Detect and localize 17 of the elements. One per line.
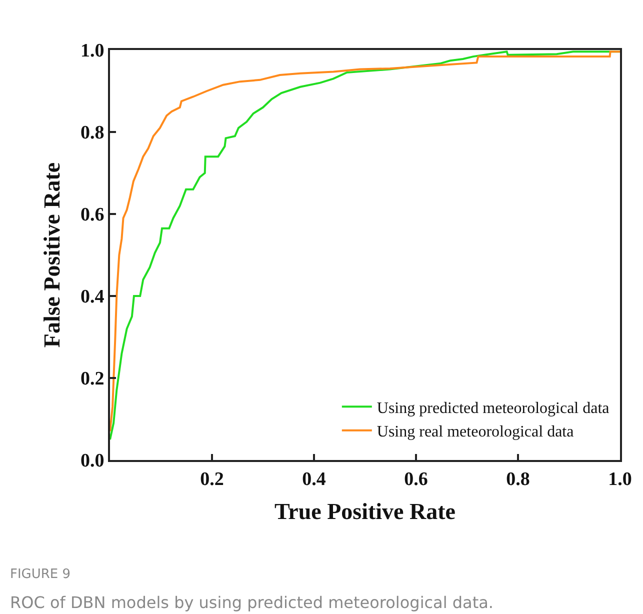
legend-label: Using predicted meteorological data [376, 400, 610, 417]
y-axis-title: False Positive Rate [39, 162, 64, 348]
legend-label: Using real meteorological data [376, 424, 574, 441]
x-tick-label: 0.6 [404, 468, 428, 490]
x-tick-label: 0.8 [506, 468, 530, 490]
y-tick-label: 0.8 [80, 122, 104, 144]
y-tick-label: 0.0 [80, 450, 104, 472]
y-tick-label: 0.6 [80, 204, 104, 226]
x-axis-title: True Positive Rate [274, 498, 456, 524]
caption: FIGURE 9 [10, 567, 71, 582]
y-tick-label: 1.0 [80, 40, 104, 62]
y-tick-label: 0.4 [80, 286, 105, 308]
x-tick-label: 0.2 [200, 468, 224, 490]
y-tick-label: 0.2 [80, 368, 104, 390]
x-tick-label: 1.0 [608, 468, 632, 490]
x-tick-label: 0.4 [302, 468, 326, 490]
text: ROC of DBN models by using predicted meteorological data. [10, 593, 494, 612]
